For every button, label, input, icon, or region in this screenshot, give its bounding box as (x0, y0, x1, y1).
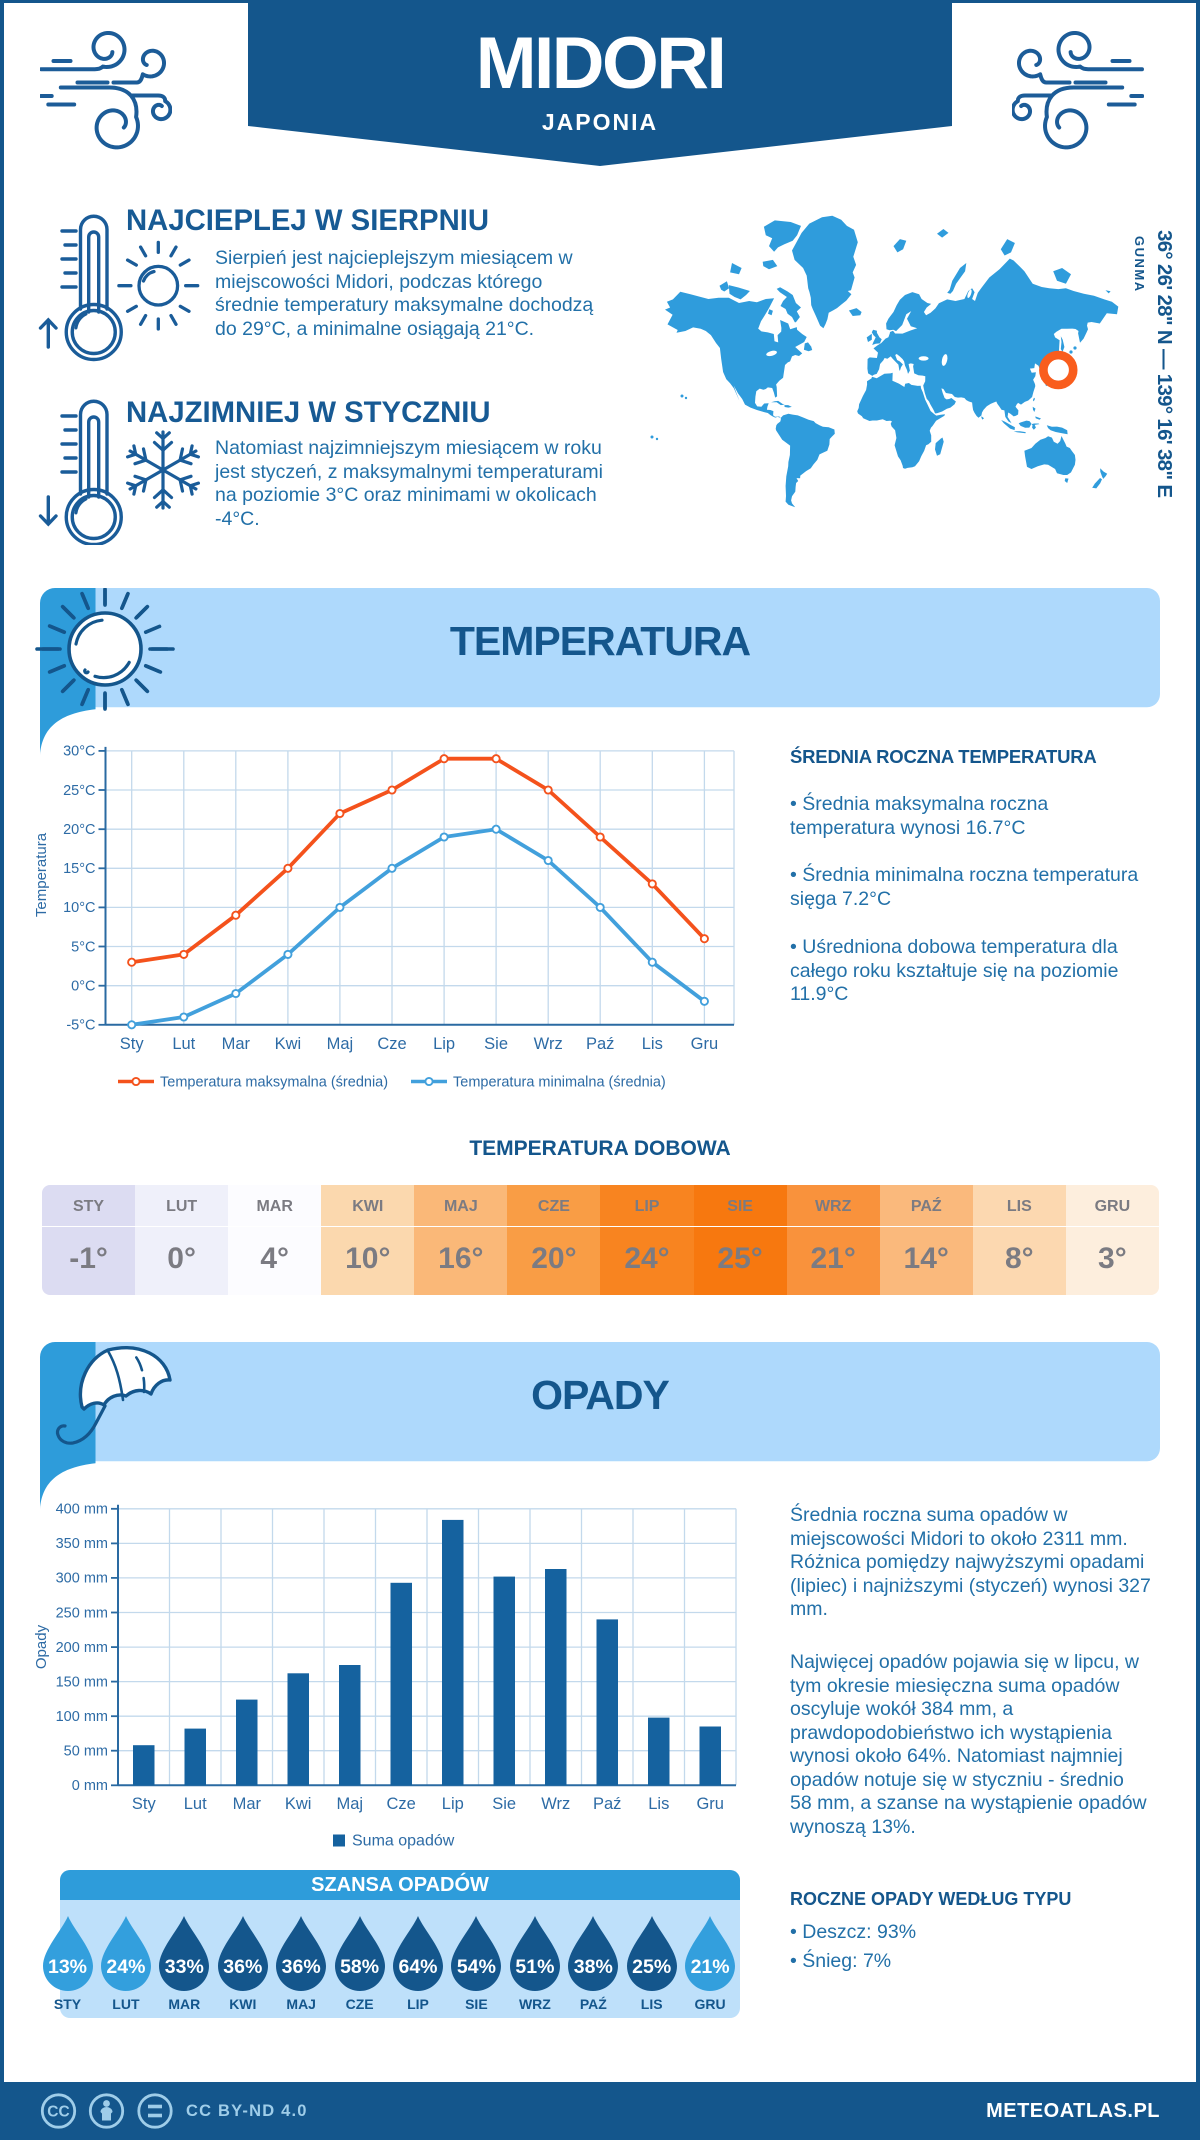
svg-text:Paź: Paź (593, 1795, 621, 1813)
svg-text:Gru: Gru (691, 1035, 719, 1053)
svg-text:Wrz: Wrz (541, 1795, 570, 1813)
svg-text:Lip: Lip (433, 1035, 455, 1053)
svg-text:30°C: 30°C (63, 744, 95, 760)
svg-text:Mar: Mar (222, 1035, 251, 1053)
svg-text:Sty: Sty (120, 1035, 145, 1053)
svg-text:Sie: Sie (484, 1035, 508, 1053)
svg-text:100 mm: 100 mm (56, 1709, 108, 1725)
svg-text:Lip: Lip (442, 1795, 464, 1813)
svg-text:Kwi: Kwi (285, 1795, 312, 1813)
svg-text:Opady: Opady (33, 1624, 50, 1669)
svg-text:Sty: Sty (132, 1795, 157, 1813)
svg-text:Wrz: Wrz (534, 1035, 563, 1053)
svg-text:200 mm: 200 mm (56, 1640, 108, 1656)
svg-text:0°C: 0°C (71, 979, 95, 995)
svg-text:Kwi: Kwi (275, 1035, 302, 1053)
svg-text:Temperatura: Temperatura (33, 832, 50, 917)
svg-text:300 mm: 300 mm (56, 1571, 108, 1587)
svg-text:Cze: Cze (387, 1795, 416, 1813)
svg-text:10°C: 10°C (63, 900, 95, 916)
svg-text:Paź: Paź (586, 1035, 614, 1053)
svg-text:250 mm: 250 mm (56, 1605, 108, 1621)
svg-text:Lis: Lis (648, 1795, 669, 1813)
svg-text:Lis: Lis (642, 1035, 663, 1053)
svg-text:50 mm: 50 mm (64, 1744, 108, 1760)
svg-text:Sie: Sie (492, 1795, 516, 1813)
svg-text:Gru: Gru (696, 1795, 724, 1813)
svg-text:400 mm: 400 mm (56, 1502, 108, 1518)
svg-text:5°C: 5°C (71, 939, 95, 955)
svg-text:150 mm: 150 mm (56, 1674, 108, 1690)
svg-text:Maj: Maj (327, 1035, 354, 1053)
svg-text:Lut: Lut (172, 1035, 195, 1053)
svg-text:15°C: 15°C (63, 861, 95, 877)
svg-text:Mar: Mar (233, 1795, 262, 1813)
svg-text:20°C: 20°C (63, 822, 95, 838)
svg-text:Lut: Lut (184, 1795, 207, 1813)
svg-text:25°C: 25°C (63, 783, 95, 799)
svg-text:-5°C: -5°C (66, 1018, 95, 1034)
svg-text:CC: CC (47, 2104, 69, 2121)
svg-text:Suma opadów: Suma opadów (352, 1833, 455, 1850)
svg-text:Cze: Cze (377, 1035, 406, 1053)
svg-text:Maj: Maj (337, 1795, 364, 1813)
svg-text:350 mm: 350 mm (56, 1536, 108, 1552)
svg-text:0 mm: 0 mm (72, 1778, 108, 1794)
svg-text:Temperatura minimalna (średnia: Temperatura minimalna (średnia) (453, 1075, 666, 1091)
svg-text:Temperatura maksymalna (średni: Temperatura maksymalna (średnia) (160, 1075, 388, 1091)
